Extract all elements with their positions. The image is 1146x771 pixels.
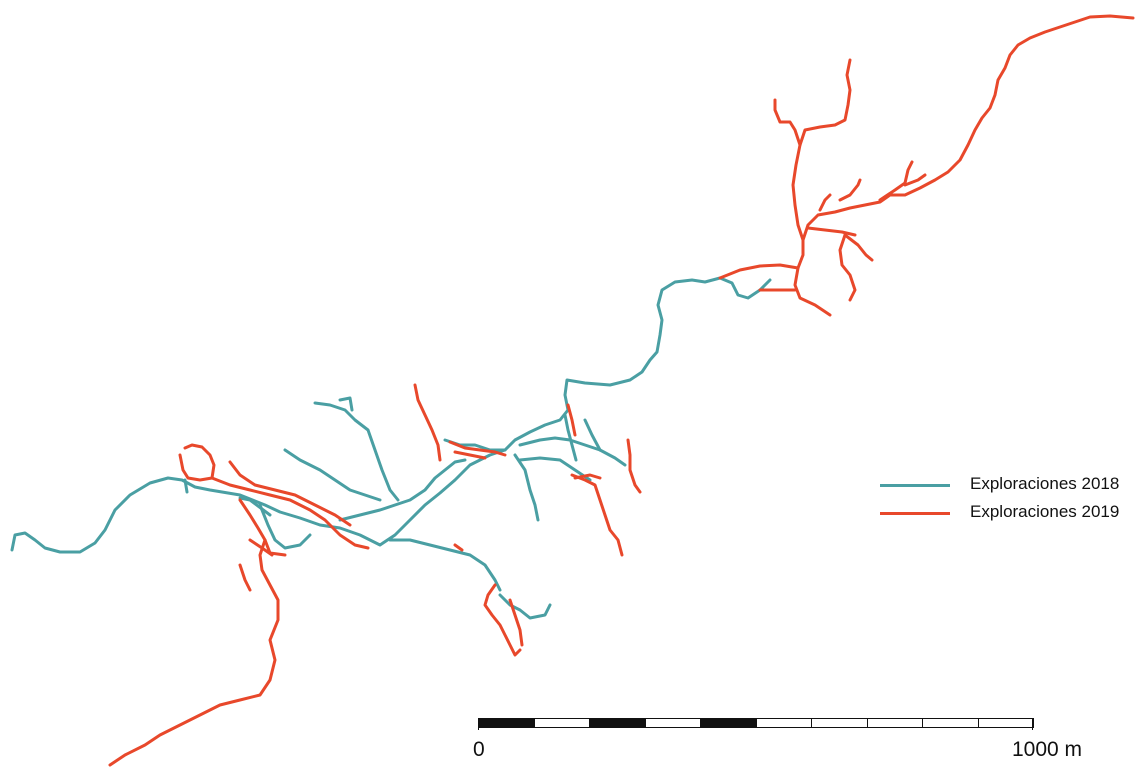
passage-2019-s1 xyxy=(453,543,464,552)
passage-2019-c7 xyxy=(573,473,602,480)
passage-2019-ne-b5 xyxy=(843,233,874,262)
scale-segment xyxy=(811,718,868,728)
passage-2019-c3 xyxy=(453,450,487,460)
passage-2019-c6 xyxy=(570,473,624,557)
passage-2019-w4 xyxy=(238,498,287,557)
passage-2018-b3 xyxy=(238,496,272,517)
scale-segment xyxy=(866,718,923,728)
passage-2018-west-trunk xyxy=(10,276,772,554)
passage-2018-b14 xyxy=(583,418,602,452)
passage-2019-w3 xyxy=(228,460,352,527)
passage-2018-b10 xyxy=(513,453,540,522)
passage-2019-c1 xyxy=(413,383,442,462)
passage-2018-b4 xyxy=(313,401,400,502)
passage-2019-c4 xyxy=(566,403,577,437)
scale-segment xyxy=(922,718,979,728)
passage-2019-s2 xyxy=(483,583,522,657)
survey-lines-2019 xyxy=(108,14,1135,767)
passage-2018-b6 xyxy=(283,448,382,502)
passage-2018-b2 xyxy=(258,503,312,550)
scale-bar xyxy=(478,718,1034,730)
passage-2019-w1 xyxy=(178,443,216,482)
legend-label-2019: Exploraciones 2019 xyxy=(970,502,1120,521)
passage-2019-ne-b4 xyxy=(838,233,857,302)
scale-segment xyxy=(533,718,590,728)
scale-label-end: 1000 m xyxy=(1012,738,1083,761)
passage-2018-b1 xyxy=(183,478,189,494)
legend-swatch-2018 xyxy=(880,484,950,487)
scale-tick xyxy=(1032,718,1033,730)
passage-2019-ne-trunk xyxy=(718,14,1135,280)
passage-2019-w7 xyxy=(248,538,274,557)
scale-segment xyxy=(700,718,757,728)
passage-2018-b8 xyxy=(388,538,502,592)
passage-2019-ne-b2 xyxy=(773,98,802,147)
passage-2018-b7 xyxy=(338,458,467,522)
scale-segment xyxy=(977,718,1034,728)
passage-2019-ne-b10 xyxy=(793,266,832,317)
passage-2018-b5 xyxy=(338,396,354,412)
scale-segment xyxy=(755,718,812,728)
scale-label-start: 0 xyxy=(473,738,485,761)
passage-2019-w6 xyxy=(238,563,252,592)
passage-2019-c5 xyxy=(626,438,642,494)
passage-2019-s3 xyxy=(508,598,524,647)
passage-2019-ne-b9 xyxy=(903,173,927,187)
scale-segment xyxy=(644,718,701,728)
passage-2018-b12 xyxy=(518,456,592,482)
passage-2019-ne-b8 xyxy=(878,160,914,202)
scale-segment xyxy=(478,718,535,728)
passage-2019-ne-b6 xyxy=(818,193,832,212)
passage-2019-w5 xyxy=(108,538,280,767)
passage-2019-w2 xyxy=(210,476,370,550)
scale-segment xyxy=(589,718,646,728)
passage-2019-ne-b7 xyxy=(838,178,862,202)
passage-2018-b13 xyxy=(563,413,578,462)
passage-2018-b9 xyxy=(498,593,552,620)
passage-2019-ne-b1 xyxy=(791,58,852,242)
passage-2019-c2 xyxy=(448,440,507,457)
legend-label-2018: Exploraciones 2018 xyxy=(970,474,1120,493)
scale-tick xyxy=(478,718,479,730)
survey-lines-2018 xyxy=(10,276,772,620)
passage-2019-ne-b3 xyxy=(806,226,857,237)
legend-swatch-2019 xyxy=(880,512,950,515)
passage-2018-b11 xyxy=(518,436,627,467)
